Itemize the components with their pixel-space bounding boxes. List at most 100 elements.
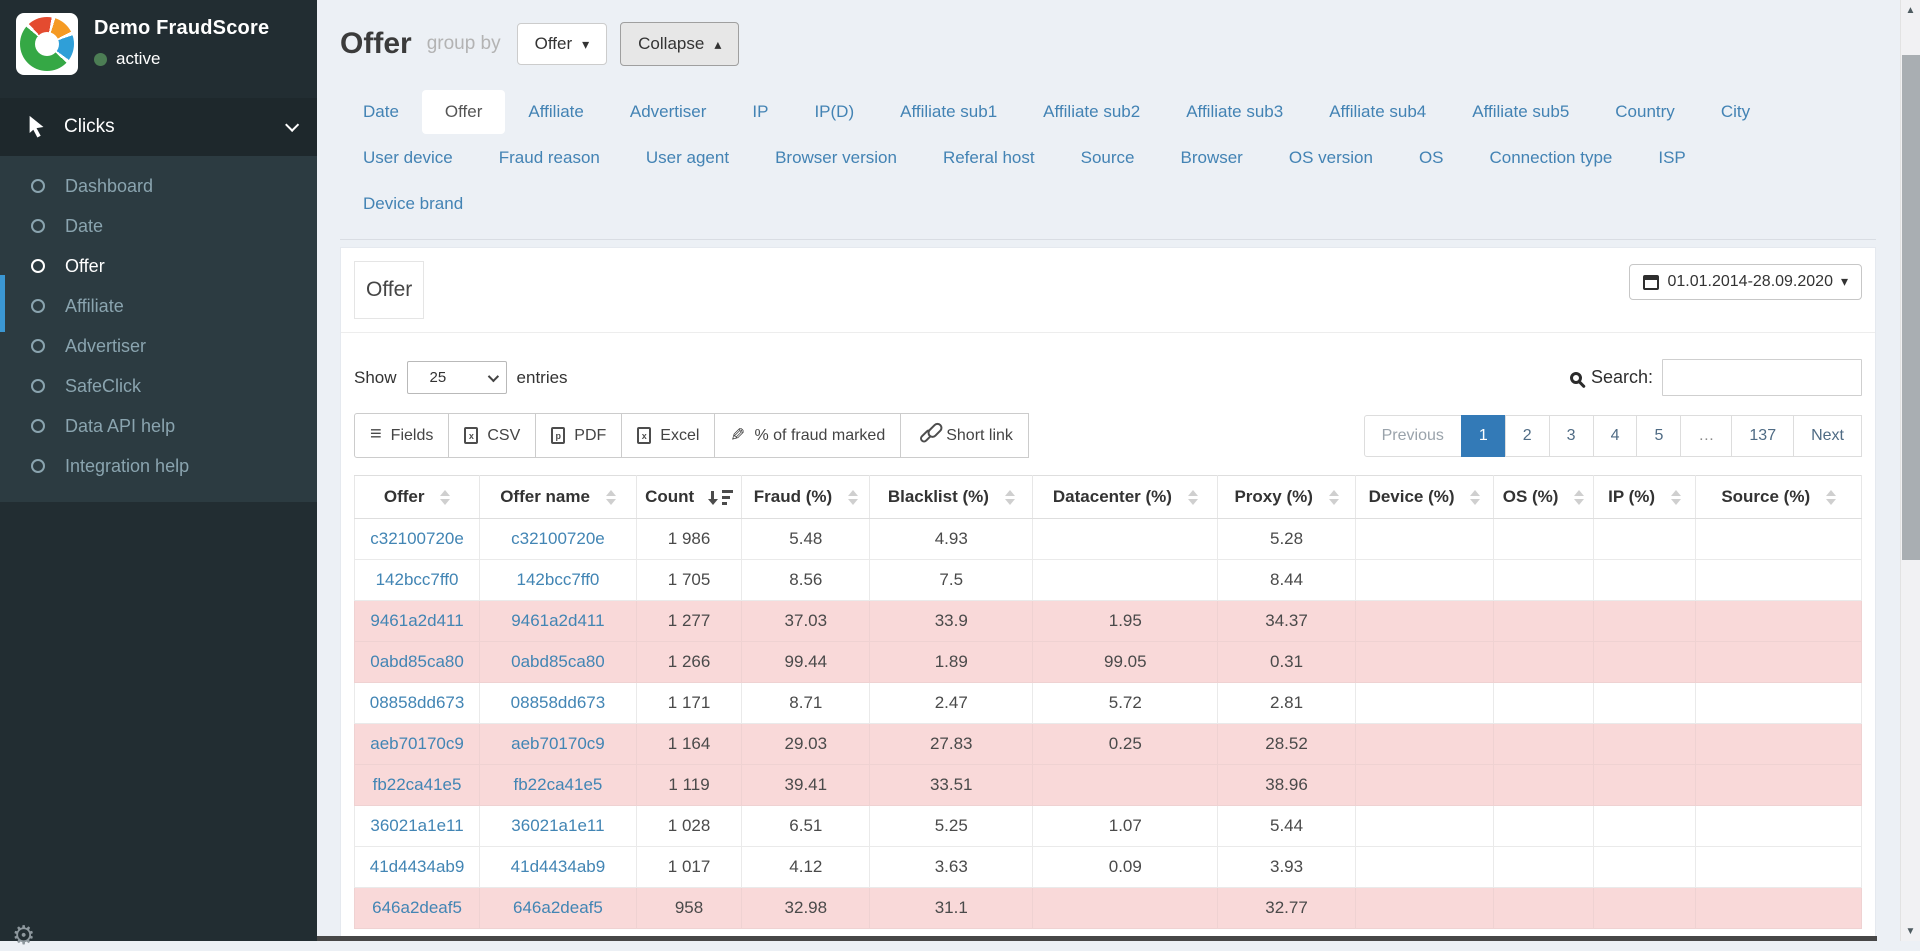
cell-os [1494, 765, 1593, 806]
column-header[interactable]: Proxy (%) [1218, 476, 1355, 519]
column-header[interactable]: Offer name [480, 476, 637, 519]
gear-icon[interactable]: ⚙ [12, 921, 35, 951]
offer-name-link[interactable]: 0abd85ca80 [511, 652, 605, 671]
tab-label: Device brand [340, 182, 486, 226]
column-header[interactable]: OS (%) [1494, 476, 1593, 519]
toolbar-button[interactable]: Fields [354, 413, 449, 458]
tab[interactable]: Advertiser [607, 90, 730, 134]
toolbar-button[interactable]: % of fraud marked [714, 413, 901, 458]
tab[interactable]: User device [340, 136, 476, 180]
cell-blacklist: 5.25 [870, 806, 1033, 847]
tab[interactable]: Affiliate [505, 90, 606, 134]
offer-name-link[interactable]: 9461a2d411 [511, 611, 604, 630]
column-header[interactable]: Offer [355, 476, 480, 519]
tab[interactable]: Affiliate sub4 [1306, 90, 1449, 134]
toolbar-button[interactable]: CSV [448, 413, 536, 458]
search-input[interactable] [1662, 359, 1862, 396]
offer-link[interactable]: 9461a2d411 [370, 611, 463, 630]
tab[interactable]: User agent [623, 136, 752, 180]
offer-name-link[interactable]: 36021a1e11 [511, 816, 604, 835]
column-header[interactable]: Device (%) [1355, 476, 1494, 519]
tab[interactable]: Fraud reason [476, 136, 623, 180]
column-header[interactable]: Datacenter (%) [1033, 476, 1218, 519]
offer-name-link[interactable]: c32100720e [511, 529, 605, 548]
tab[interactable]: Country [1592, 90, 1698, 134]
sidebar-item-label: SafeClick [65, 376, 141, 397]
page-size-select[interactable]: 25 [407, 361, 507, 394]
offer-link[interactable]: 0abd85ca80 [370, 652, 464, 671]
toolbar-button[interactable]: PDF [535, 413, 622, 458]
offer-link[interactable]: 646a2deaf5 [372, 898, 462, 917]
pagination-item[interactable]: 4 [1593, 415, 1638, 457]
offer-link[interactable]: 41d4434ab9 [370, 857, 465, 876]
scroll-down-button[interactable]: ▼ [1901, 921, 1920, 941]
tab[interactable]: OS [1396, 136, 1467, 180]
pagination-item[interactable]: Previous [1364, 415, 1462, 457]
offer-link[interactable]: 142bcc7ff0 [376, 570, 459, 589]
offer-name-link[interactable]: aeb70170c9 [511, 734, 605, 753]
offer-link[interactable]: fb22ca41e5 [373, 775, 462, 794]
tab[interactable]: Browser version [752, 136, 920, 180]
offer-name-link[interactable]: 08858dd673 [511, 693, 606, 712]
date-range-picker[interactable]: 01.01.2014-28.09.2020 [1629, 264, 1862, 300]
sidebar-item[interactable]: Advertiser [0, 326, 317, 366]
cursor-icon [27, 115, 47, 139]
toolbar-button[interactable]: Short link [900, 413, 1029, 458]
group-by-dropdown[interactable]: Offer [517, 23, 608, 65]
offer-link[interactable]: 36021a1e11 [370, 816, 463, 835]
sidebar-item[interactable]: Integration help [0, 446, 317, 486]
offer-link[interactable]: 08858dd673 [370, 693, 465, 712]
tab[interactable]: IP [729, 90, 791, 134]
tab[interactable]: ISP [1635, 136, 1708, 180]
column-header[interactable]: IP (%) [1593, 476, 1695, 519]
toolbar-button[interactable]: Excel [621, 413, 715, 458]
tab[interactable]: Referal host [920, 136, 1058, 180]
tab[interactable]: OS version [1266, 136, 1396, 180]
sidebar-section-clicks[interactable]: Clicks [0, 98, 317, 156]
tab[interactable]: Affiliate sub5 [1449, 90, 1592, 134]
sidebar-item[interactable]: Offer [0, 246, 317, 286]
tab[interactable]: Offer [422, 90, 505, 134]
tab[interactable]: Affiliate sub3 [1163, 90, 1306, 134]
column-header[interactable]: Fraud (%) [742, 476, 870, 519]
scrollbar-thumb[interactable] [1902, 55, 1920, 560]
sidebar-item[interactable]: Affiliate [0, 286, 317, 326]
sidebar-item[interactable]: Date [0, 206, 317, 246]
tabs-row-3: Device brand [340, 182, 1876, 226]
offer-name-link[interactable]: fb22ca41e5 [514, 775, 603, 794]
sidebar-item[interactable]: SafeClick [0, 366, 317, 406]
offer-name-link[interactable]: 646a2deaf5 [513, 898, 603, 917]
pagination-item[interactable]: 137 [1731, 415, 1794, 457]
collapse-button[interactable]: Collapse [620, 22, 739, 66]
tab[interactable]: Device brand [340, 182, 486, 226]
sidebar-item[interactable]: Data API help [0, 406, 317, 446]
column-header[interactable]: Source (%) [1696, 476, 1862, 519]
tab[interactable]: Affiliate sub1 [877, 90, 1020, 134]
horizontal-scrollbar[interactable] [317, 936, 1877, 941]
pagination-item[interactable]: 3 [1549, 415, 1594, 457]
tab[interactable]: Source [1058, 136, 1158, 180]
pagination-item[interactable]: 2 [1505, 415, 1550, 457]
pagination-item[interactable]: 5 [1636, 415, 1681, 457]
cell-blacklist: 1.89 [870, 642, 1033, 683]
cell-ip [1593, 642, 1695, 683]
column-header[interactable]: Blacklist (%) [870, 476, 1033, 519]
tab[interactable]: City [1698, 90, 1773, 134]
offer-link[interactable]: c32100720e [370, 529, 464, 548]
vertical-scrollbar[interactable]: ▲ ▼ [1900, 0, 1920, 941]
offer-name-link[interactable]: 142bcc7ff0 [517, 570, 600, 589]
scroll-up-button[interactable]: ▲ [1901, 0, 1920, 20]
tab[interactable]: Date [340, 90, 422, 134]
pagination-item[interactable]: … [1680, 415, 1732, 457]
pagination-item[interactable]: Next [1793, 415, 1862, 457]
tab[interactable]: IP(D) [791, 90, 877, 134]
toolbar-button-icon [551, 427, 565, 444]
pagination-item[interactable]: 1 [1461, 415, 1506, 457]
tab[interactable]: Connection type [1467, 136, 1636, 180]
tab[interactable]: Browser [1157, 136, 1265, 180]
column-header[interactable]: Count [636, 476, 741, 519]
sidebar-item[interactable]: Dashboard [0, 166, 317, 206]
offer-name-link[interactable]: 41d4434ab9 [511, 857, 606, 876]
offer-link[interactable]: aeb70170c9 [370, 734, 464, 753]
tab[interactable]: Affiliate sub2 [1020, 90, 1163, 134]
